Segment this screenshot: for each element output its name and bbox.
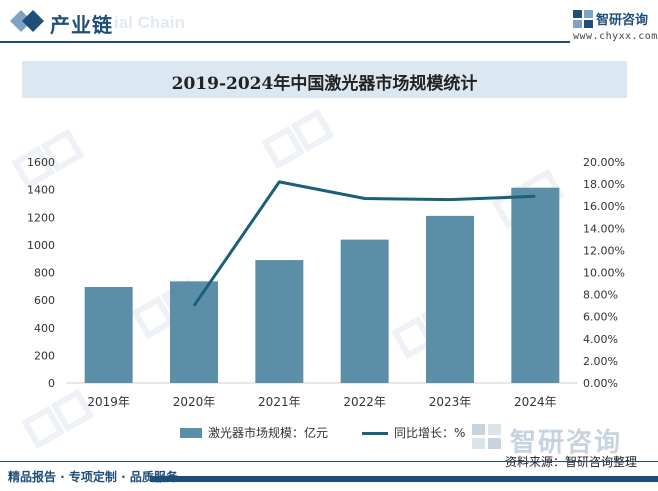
- bar: [170, 281, 218, 383]
- legend-label-line: 同比增长：%: [394, 426, 466, 440]
- x-tick-label: 2024年: [514, 395, 557, 409]
- y-left-tick-label: 1000: [27, 239, 55, 252]
- source-brand-watermark: 智研咨询: [510, 428, 623, 458]
- bar: [84, 287, 133, 383]
- y-left-tick-label: 0: [48, 377, 55, 390]
- x-tick-label: 2023年: [429, 395, 472, 409]
- x-tick-label: 2019年: [87, 395, 130, 409]
- bar: [511, 187, 560, 383]
- legend-swatch-line: [362, 432, 388, 435]
- y-left-tick-label: 1400: [27, 184, 55, 197]
- y-right-tick-label: 8.00%: [583, 289, 618, 302]
- y-left-tick-label: 400: [34, 322, 55, 335]
- y-left-tick-label: 200: [34, 349, 55, 362]
- y-left-tick-label: 1200: [27, 211, 55, 224]
- y-left-tick-label: 1600: [27, 156, 55, 169]
- y-right-tick-label: 16.00%: [583, 200, 625, 213]
- legend-swatch-bar: [180, 428, 202, 438]
- y-right-tick-label: 20.00%: [583, 156, 625, 169]
- footer-accent-bar: [150, 476, 658, 482]
- header-divider: [0, 41, 570, 43]
- x-tick-label: 2022年: [343, 395, 386, 409]
- header: 产业链 ial Chain 智研咨询 www.chyxx.com: [0, 0, 658, 44]
- y-right-tick-label: 2.00%: [583, 355, 618, 368]
- diamond-icon: [10, 10, 44, 32]
- bar: [255, 260, 304, 383]
- y-right-tick-label: 0.00%: [583, 377, 618, 390]
- y-right-tick-label: 6.00%: [583, 311, 618, 324]
- source-note: 资料来源：智研咨询整理: [505, 455, 638, 469]
- y-left-tick-label: 600: [34, 294, 55, 307]
- y-left-tick-label: 800: [34, 267, 55, 280]
- footer-tagline: 精品报告 · 专项定制 · 品质服务: [8, 470, 178, 484]
- brand-url[interactable]: www.chyxx.com: [573, 31, 658, 42]
- y-right-tick-label: 10.00%: [583, 267, 625, 280]
- section-title: 产业链: [50, 13, 113, 37]
- bar: [426, 215, 474, 383]
- brand-logo-icon: [573, 10, 593, 28]
- section-watermark: ial Chain: [114, 13, 185, 32]
- source-logo-icon: [472, 424, 501, 449]
- bar: [340, 239, 389, 383]
- legend-label-bar: 激光器市场规模：亿元: [208, 426, 329, 440]
- chart-title-banner: 2019-2024年中国激光器市场规模统计: [22, 61, 627, 98]
- growth-line: [192, 180, 536, 307]
- y-right-tick-label: 12.00%: [583, 244, 625, 257]
- x-tick-label: 2021年: [258, 395, 301, 409]
- brand-name: 智研咨询: [596, 13, 649, 28]
- chart-plot: 0 200 400 600 800 1000 1200 1400 1600 0.00% 2.00% 4…: [27, 156, 625, 409]
- y-right-tick-label: 4.00%: [583, 333, 618, 346]
- chart-title: 2019-2024年中国激光器市场规模统计: [171, 74, 478, 94]
- x-tick-label: 2020年: [173, 395, 216, 409]
- y-right-tick-label: 14.00%: [583, 222, 625, 235]
- footer-divider: [0, 461, 658, 462]
- y-right-tick-label: 18.00%: [583, 178, 625, 191]
